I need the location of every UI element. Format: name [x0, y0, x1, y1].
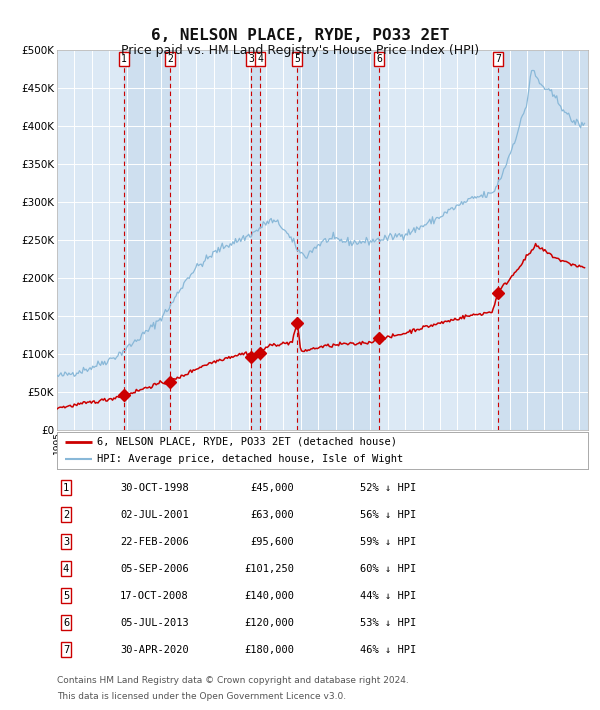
Bar: [251, 50, 260, 430]
Text: 4: 4: [257, 54, 263, 64]
Bar: [124, 50, 170, 430]
Text: Contains HM Land Registry data © Crown copyright and database right 2024.: Contains HM Land Registry data © Crown c…: [57, 676, 409, 685]
Text: £45,000: £45,000: [250, 483, 294, 493]
Text: 1: 1: [63, 483, 69, 493]
Text: £101,250: £101,250: [244, 564, 294, 574]
Text: £140,000: £140,000: [244, 591, 294, 601]
Text: 05-SEP-2006: 05-SEP-2006: [120, 564, 189, 574]
Text: £120,000: £120,000: [244, 618, 294, 628]
Text: 30-OCT-1998: 30-OCT-1998: [120, 483, 189, 493]
Text: 46% ↓ HPI: 46% ↓ HPI: [360, 645, 416, 655]
Text: 6: 6: [63, 618, 69, 628]
Text: 7: 7: [495, 54, 501, 64]
Text: 17-OCT-2008: 17-OCT-2008: [120, 591, 189, 601]
Text: 44% ↓ HPI: 44% ↓ HPI: [360, 591, 416, 601]
Bar: [498, 50, 588, 430]
Text: 5: 5: [63, 591, 69, 601]
Text: 6, NELSON PLACE, RYDE, PO33 2ET (detached house): 6, NELSON PLACE, RYDE, PO33 2ET (detache…: [97, 437, 397, 447]
Text: 6, NELSON PLACE, RYDE, PO33 2ET: 6, NELSON PLACE, RYDE, PO33 2ET: [151, 28, 449, 43]
Text: Price paid vs. HM Land Registry's House Price Index (HPI): Price paid vs. HM Land Registry's House …: [121, 44, 479, 57]
Text: £180,000: £180,000: [244, 645, 294, 655]
Text: This data is licensed under the Open Government Licence v3.0.: This data is licensed under the Open Gov…: [57, 692, 346, 701]
Text: 3: 3: [63, 537, 69, 547]
Text: 22-FEB-2006: 22-FEB-2006: [120, 537, 189, 547]
Bar: [297, 50, 379, 430]
Text: 60% ↓ HPI: 60% ↓ HPI: [360, 564, 416, 574]
Text: 2: 2: [63, 510, 69, 520]
Text: 3: 3: [248, 54, 254, 64]
Text: 5: 5: [294, 54, 300, 64]
Text: 05-JUL-2013: 05-JUL-2013: [120, 618, 189, 628]
Text: 2: 2: [167, 54, 173, 64]
Text: 53% ↓ HPI: 53% ↓ HPI: [360, 618, 416, 628]
Text: 52% ↓ HPI: 52% ↓ HPI: [360, 483, 416, 493]
Text: 1: 1: [121, 54, 127, 64]
Text: HPI: Average price, detached house, Isle of Wight: HPI: Average price, detached house, Isle…: [97, 454, 403, 464]
Text: 4: 4: [63, 564, 69, 574]
Text: 30-APR-2020: 30-APR-2020: [120, 645, 189, 655]
Text: 56% ↓ HPI: 56% ↓ HPI: [360, 510, 416, 520]
Text: £63,000: £63,000: [250, 510, 294, 520]
Text: 7: 7: [63, 645, 69, 655]
Text: 59% ↓ HPI: 59% ↓ HPI: [360, 537, 416, 547]
Text: £95,600: £95,600: [250, 537, 294, 547]
Text: 02-JUL-2001: 02-JUL-2001: [120, 510, 189, 520]
Text: 6: 6: [376, 54, 382, 64]
